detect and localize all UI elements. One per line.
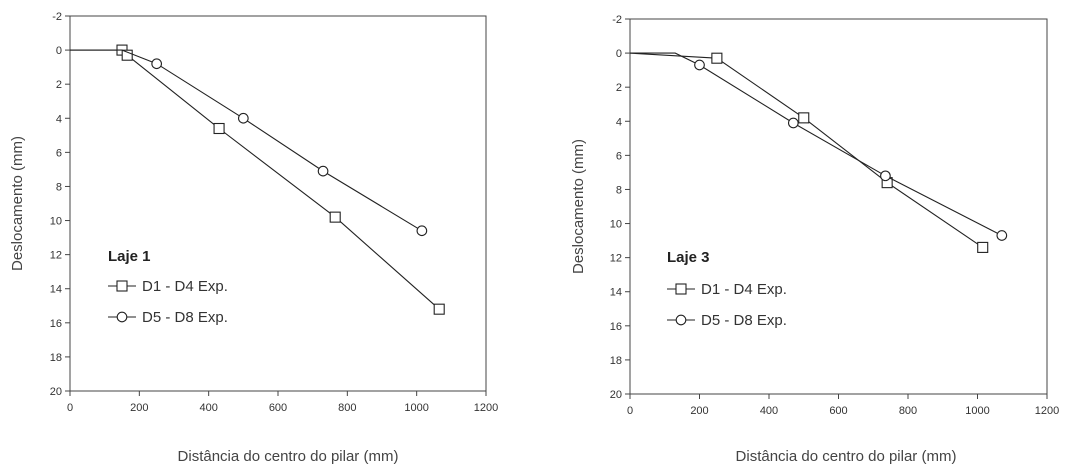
x-tick-label: 600 [269,402,287,414]
y-tick-label: 4 [56,113,62,125]
data-point-circle [880,170,891,182]
legend-annotation: Laje 3 [667,249,710,266]
data-point-circle [787,117,799,129]
series-line-2 [70,49,423,232]
x-tick-label: 1200 [1035,405,1059,417]
plot-frame [69,15,487,392]
data-point-square [977,241,989,253]
x-axis-title: Distância do centro do pilar (mm) [736,448,957,465]
data-point-circle [237,112,249,124]
y-tick-label: 2 [56,79,62,91]
data-point-circle [694,59,705,71]
y-axis-title: Deslocamento (mm) [570,139,587,274]
series-line-2 [630,52,1003,236]
y-tick-label: 12 [610,253,622,265]
y-tick-label: 0 [616,48,622,60]
data-point-circle [151,58,163,70]
legend-annotation: Laje 1 [108,248,151,265]
y-tick-label: 2 [616,82,622,94]
data-point-square [121,49,133,61]
y-tick-label: 18 [610,355,622,367]
data-point-square [329,211,341,223]
y-tick-label: 16 [610,321,622,333]
legend-label: D5 - D8 Exp. [701,312,787,329]
y-tick-label: 14 [610,287,622,299]
y-tick-label: 6 [56,147,62,159]
y-tick-label: 14 [50,284,62,296]
data-point-square [711,52,723,64]
x-tick-label: 200 [690,405,708,417]
legend-marker-circle [675,314,687,326]
y-tick-label: 16 [50,318,62,330]
y-tick-label: 12 [50,250,62,262]
legend-marker-square [116,280,128,292]
y-tick-label: 10 [50,216,62,228]
y-tick-label: 20 [610,389,622,401]
x-tick-label: 1200 [474,402,498,414]
data-point-square [213,122,225,135]
x-tick-label: 600 [829,405,847,417]
y-tick-label: 10 [610,219,622,231]
x-tick-label: 0 [67,402,73,414]
x-tick-label: 1000 [404,402,428,414]
y-tick-label: -2 [52,11,62,23]
x-tick-label: 800 [899,405,917,417]
y-tick-label: 8 [616,184,622,196]
data-point-circle [416,225,428,237]
data-point-circle [996,230,1008,241]
data-point-square [433,303,445,315]
series-line-1 [70,49,440,310]
x-axis-title: Distância do centro do pilar (mm) [178,448,399,465]
y-tick-label: 18 [50,352,62,364]
plot-frame [629,18,1048,395]
legend-label: D5 - D8 Exp. [142,309,228,326]
y-tick-label: -2 [612,14,622,26]
legend-marker-circle [116,311,128,323]
y-tick-label: 20 [50,386,62,398]
x-tick-label: 0 [627,405,633,417]
x-tick-label: 200 [130,402,148,414]
legend-label: D1 - D4 Exp. [701,281,787,298]
y-tick-label: 4 [616,116,622,128]
legend-label: D1 - D4 Exp. [142,278,228,295]
y-axis-title: Deslocamento (mm) [9,136,26,271]
x-tick-label: 800 [338,402,356,414]
data-point-circle [317,165,329,177]
legend-marker-square [675,283,687,295]
y-tick-label: 0 [56,45,62,57]
y-tick-label: 8 [56,181,62,193]
data-point-square [798,112,810,124]
y-tick-label: 6 [616,150,622,162]
series-line-1 [629,52,984,248]
x-tick-label: 400 [760,405,778,417]
x-tick-label: 400 [199,402,217,414]
x-tick-label: 1000 [965,405,989,417]
